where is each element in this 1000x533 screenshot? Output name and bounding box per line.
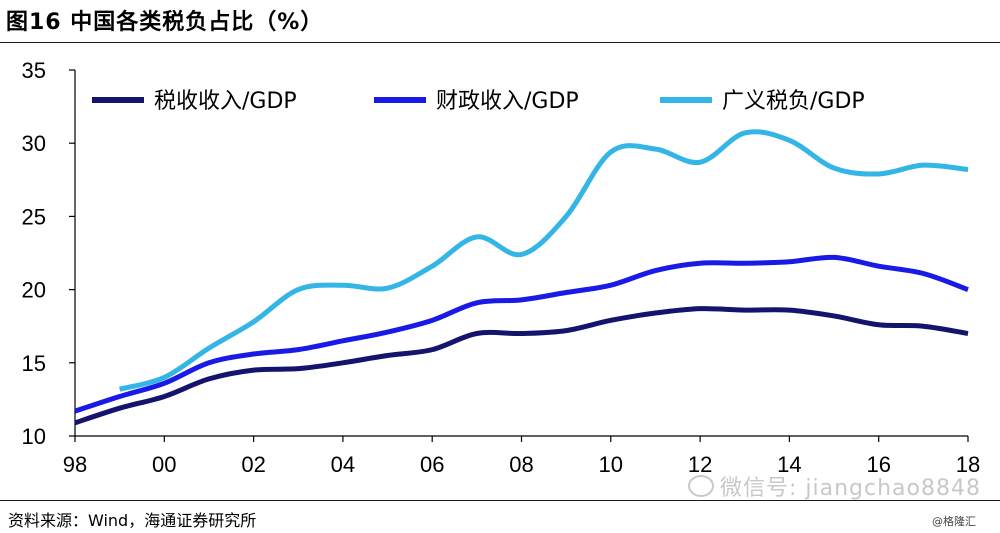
wechat-icon [688, 475, 714, 497]
y-tick-label: 30 [22, 131, 46, 156]
y-tick-label: 25 [22, 204, 46, 229]
x-tick-label: 00 [152, 452, 176, 477]
figure-title: 图16 中国各类税负占比（%） [6, 10, 324, 35]
x-tick-label: 98 [63, 452, 87, 477]
y-tick-label: 10 [22, 424, 46, 449]
chart-legend: 税收收入/GDP 财政收入/GDP 广义税负/GDP [92, 89, 865, 114]
x-tick-label: 10 [599, 452, 623, 477]
series-line-1 [74, 306, 969, 426]
series-line-2 [74, 254, 969, 414]
y-tick-label: 35 [22, 58, 46, 83]
x-tick-label: 12 [688, 452, 712, 477]
legend-label: 广义税负/GDP [722, 89, 865, 114]
watermark: 微信号: jiangchao8848 [688, 470, 981, 502]
chart-lines [74, 129, 969, 426]
y-tick-label: 15 [22, 351, 46, 376]
legend-label: 税收收入/GDP [154, 89, 297, 114]
legend-label: 财政收入/GDP [436, 89, 579, 114]
series-line-3 [119, 129, 969, 392]
x-tick-label: 08 [509, 452, 533, 477]
x-tick-label: 14 [777, 452, 801, 477]
title-divider [0, 42, 1000, 43]
x-tick-label: 18 [956, 452, 980, 477]
x-tick-label: 16 [866, 452, 890, 477]
x-tick-label: 04 [331, 452, 355, 477]
corner-logo: @格隆汇 [932, 515, 976, 528]
x-tick-label: 06 [420, 452, 444, 477]
x-tick-label: 02 [241, 452, 265, 477]
source-note: 资料来源：Wind，海通证券研究所 [8, 511, 257, 530]
chart-axes: 10 15 20 25 30 35 98 00 02 04 06 08 10 12 14 16 18 [22, 58, 981, 477]
source-divider [0, 500, 1000, 501]
y-tick-label: 20 [22, 278, 46, 303]
watermark-text: 微信号: jiangchao8848 [720, 476, 981, 501]
